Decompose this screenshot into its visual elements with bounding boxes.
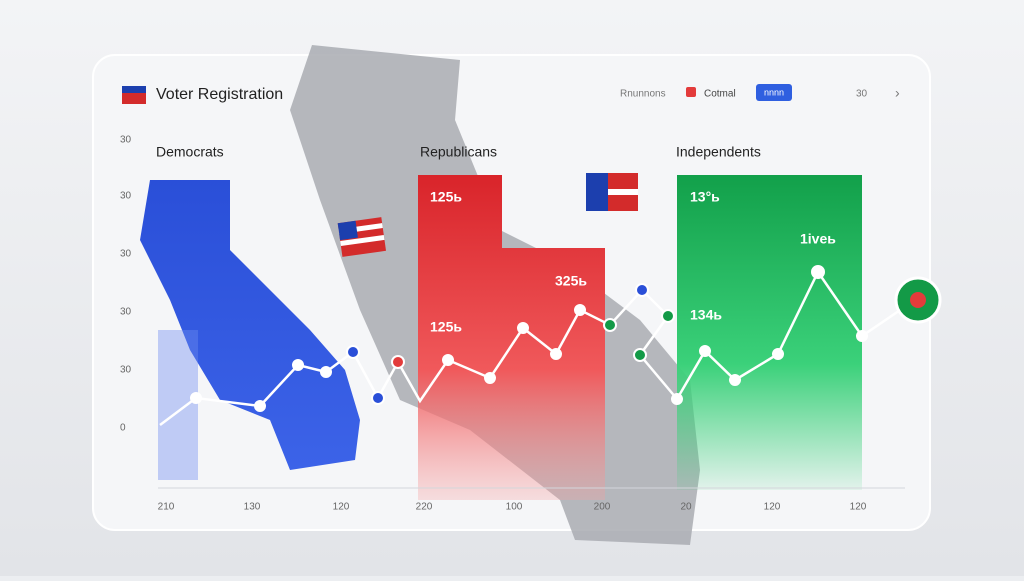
legend-swatch <box>686 87 696 97</box>
points <box>190 265 868 412</box>
flag-icon <box>122 86 146 93</box>
democrat-fade <box>158 330 198 480</box>
y-axis-label: 30 <box>120 135 132 146</box>
next-arrow[interactable]: › <box>895 85 900 101</box>
point <box>635 283 649 297</box>
flag <box>608 195 638 211</box>
x-axis-label: 130 <box>244 502 261 513</box>
badge-dot <box>910 292 926 308</box>
title: Voter Registration <box>156 86 283 103</box>
value-label: 1iveь <box>800 231 836 247</box>
value-label: 13°ь <box>690 189 720 205</box>
point <box>484 372 496 384</box>
x-axis-label: 120 <box>333 502 350 513</box>
point <box>699 345 711 357</box>
point <box>292 359 304 371</box>
point <box>442 354 454 366</box>
header-link[interactable]: Cotmal <box>704 89 736 100</box>
section-label: Republicans <box>420 144 497 160</box>
flag <box>340 234 385 247</box>
x-axis-label: 120 <box>764 502 781 513</box>
x-axis-label: 20 <box>680 502 692 513</box>
value-label: 125ь <box>430 189 462 205</box>
point <box>856 330 868 342</box>
y-axis-label: 30 <box>120 307 132 318</box>
value-label: 134ь <box>690 307 722 323</box>
point <box>772 348 784 360</box>
flag <box>586 173 608 211</box>
button-label[interactable]: nnnn <box>764 87 784 97</box>
point <box>550 348 562 360</box>
axes: 30 30 30 30 30 0 210 130 120 220 100 200 20 120 120 <box>120 135 867 513</box>
point <box>633 348 647 362</box>
democrat-region <box>140 180 360 470</box>
x-axis-label: 120 <box>850 502 867 513</box>
point <box>661 309 675 323</box>
y-axis-label: 30 <box>120 365 132 376</box>
section-label: Democrats <box>156 144 224 160</box>
point <box>603 318 617 332</box>
flag <box>608 173 638 189</box>
point <box>517 322 529 334</box>
x-axis-label: 100 <box>506 502 523 513</box>
header-button[interactable] <box>756 84 792 101</box>
y-axis-label: 30 <box>120 191 132 202</box>
value-label: 325ь <box>555 273 587 289</box>
y-axis-label: 0 <box>120 423 126 434</box>
point <box>254 400 266 412</box>
x-axis-label: 200 <box>594 502 611 513</box>
value-label: 125ь <box>430 319 462 335</box>
y-axis-label: 30 <box>120 249 132 260</box>
header-link[interactable]: Rnunnons <box>620 89 666 100</box>
point <box>671 393 683 405</box>
point <box>811 265 825 279</box>
section-label: Independents <box>676 144 761 160</box>
point <box>190 392 202 404</box>
point <box>320 366 332 378</box>
x-axis-label: 210 <box>158 502 175 513</box>
point <box>391 355 405 369</box>
republican-region <box>418 175 605 500</box>
x-axis-label: 220 <box>416 502 433 513</box>
point <box>371 391 385 405</box>
point <box>729 374 741 386</box>
header-link[interactable]: 30 <box>856 89 868 100</box>
flag <box>337 220 358 241</box>
point <box>346 345 360 359</box>
point <box>574 304 586 316</box>
independent-region <box>677 175 862 490</box>
small-flag <box>337 217 387 257</box>
